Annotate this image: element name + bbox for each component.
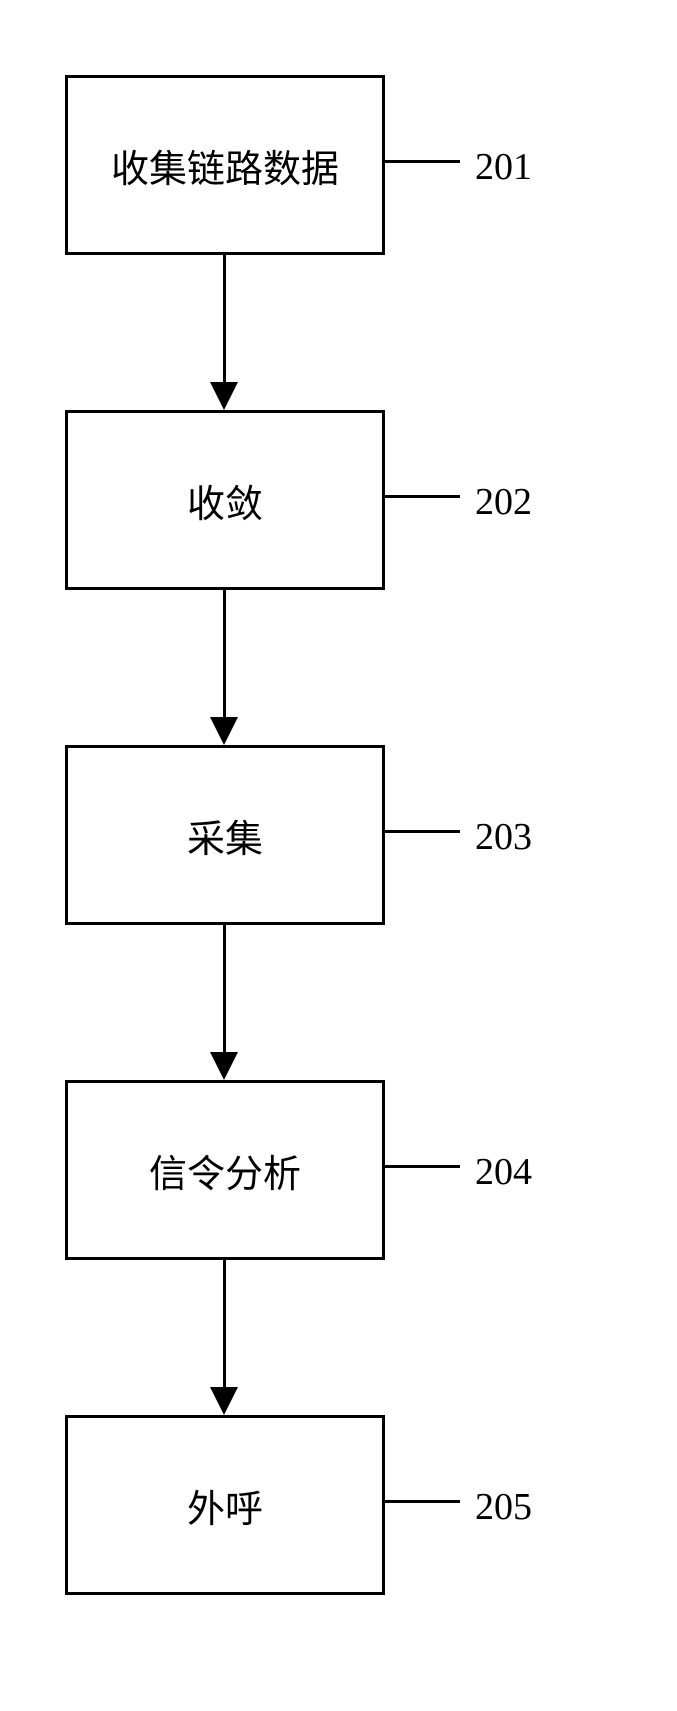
step-box-label: 收敛 [187,473,263,528]
step-box-204: 信令分析 [65,1080,385,1260]
leader-line [385,830,460,833]
arrow-head-icon [210,1052,238,1080]
step-id-204: 204 [475,1150,532,1194]
step-box-201: 收集链路数据 [65,75,385,255]
step-box-label: 信令分析 [149,1143,301,1198]
step-id-201: 201 [475,145,532,189]
arrow-line [223,1260,226,1387]
arrow-head-icon [210,382,238,410]
arrow-head-icon [210,1387,238,1415]
step-id-205: 205 [475,1485,532,1529]
step-box-label: 外呼 [187,1478,263,1533]
leader-line [385,160,460,163]
arrow-line [223,590,226,717]
step-box-203: 采集 [65,745,385,925]
step-id-202: 202 [475,480,532,524]
arrow-head-icon [210,717,238,745]
leader-line [385,1165,460,1168]
step-box-label: 收集链路数据 [111,138,339,193]
arrow-line [223,255,226,382]
step-box-202: 收敛 [65,410,385,590]
flowchart-canvas: 收集链路数据 201 收敛 202 采集 203 信令分析 204 外呼 205 [0,0,677,1711]
leader-line [385,495,460,498]
leader-line [385,1500,460,1503]
step-id-203: 203 [475,815,532,859]
step-box-205: 外呼 [65,1415,385,1595]
step-box-label: 采集 [187,808,263,863]
arrow-line [223,925,226,1052]
